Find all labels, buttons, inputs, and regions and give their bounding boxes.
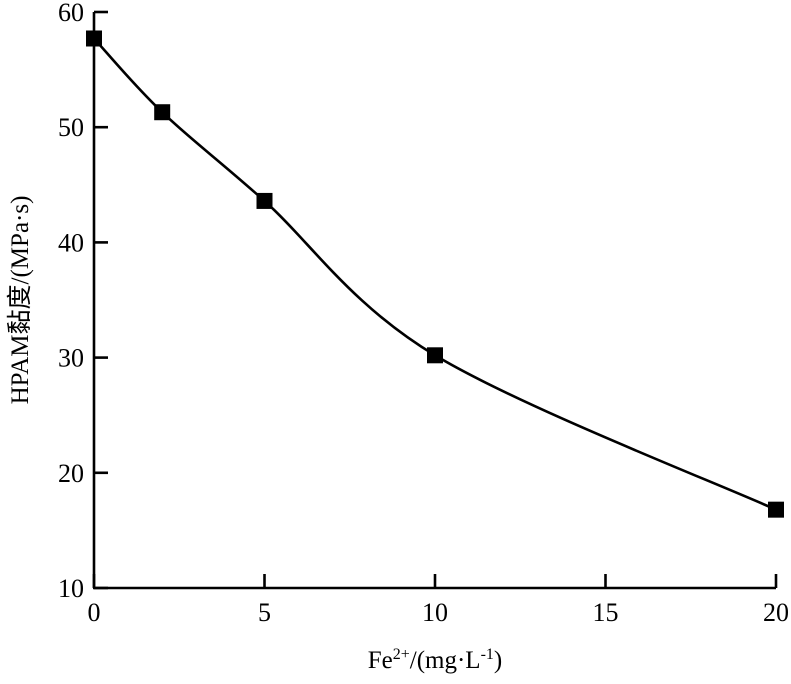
y-axis-label: HPAM黏度/(MPa·s) (6, 196, 34, 405)
y-tick-label: 40 (58, 228, 84, 257)
data-point (154, 104, 171, 121)
x-tick-label: 5 (258, 598, 271, 627)
x-tick-label: 15 (593, 598, 619, 627)
y-tick-label: 60 (58, 0, 84, 27)
data-point (256, 192, 273, 209)
x-axis-label: Fe2+/(mg·L-1) (368, 646, 503, 674)
markers (86, 30, 784, 518)
data-point (768, 501, 784, 518)
ticks: 10 20 30 40 50 60 0 5 10 15 20 (58, 0, 789, 627)
axes (92, 12, 776, 590)
data-point (86, 30, 102, 47)
y-tick-label: 30 (58, 344, 84, 373)
data-point (427, 347, 443, 364)
y-tick-label: 20 (58, 459, 84, 488)
y-tick-label: 10 (58, 574, 84, 603)
x-tick-label: 20 (763, 598, 789, 627)
x-tick-label: 0 (88, 598, 101, 627)
series-line (93, 37, 777, 511)
x-tick-label: 10 (422, 598, 448, 627)
y-tick-label: 50 (58, 113, 84, 142)
